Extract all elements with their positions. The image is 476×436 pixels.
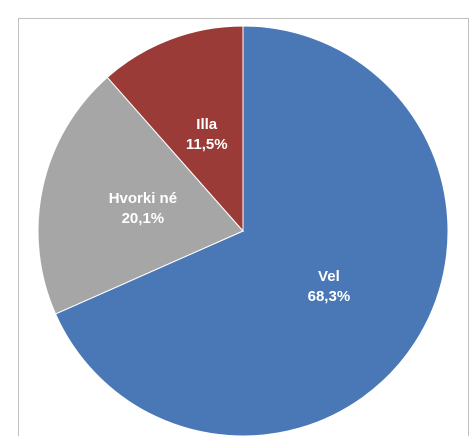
slice-category-label: Hvorki né [109,190,177,207]
pie [37,25,449,436]
pie-slice [106,25,244,233]
pie-slice [37,76,244,315]
slice-value-label: 11,5% [186,136,228,153]
slice-category-label: Vel [318,268,340,285]
labels: Vel 68,3% Hvorki né 20,1% Illa 11,5% [109,116,350,305]
slice-value-label: 20,1% [122,210,165,227]
slice-value-label: 68,3% [308,288,351,305]
slice-category-label: Illa [196,116,218,133]
pie-slice [54,25,449,436]
